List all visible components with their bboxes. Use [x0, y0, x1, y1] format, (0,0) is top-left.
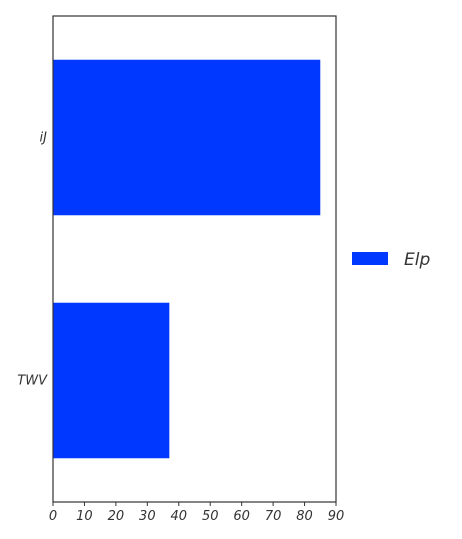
x-tick-label: 70: [265, 509, 282, 524]
x-tick-label: 90: [328, 509, 345, 524]
y-tick-label-twv: TWV: [17, 374, 48, 389]
legend: Elp: [352, 250, 430, 270]
x-tick-label: 30: [139, 509, 156, 524]
x-tick-label: 0: [49, 509, 57, 524]
y-tick-label-ij: iJ: [40, 131, 48, 146]
x-ticks-group: 0 10 20 30 40 50 60 70 80 90: [49, 502, 344, 524]
x-tick-label: 50: [202, 509, 219, 524]
y-tick-labels: iJ TWV: [17, 131, 48, 389]
legend-label-elp: Elp: [404, 250, 430, 270]
legend-swatch-elp: [352, 252, 388, 265]
plot-frame: [52, 15, 337, 503]
bar-twv: [53, 302, 170, 459]
bars-group: [53, 59, 321, 459]
bar-ij: [53, 59, 321, 216]
x-tick-label: 40: [171, 509, 188, 524]
x-tick-label: 10: [76, 509, 93, 524]
x-tick-label: 20: [108, 509, 125, 524]
x-tick-label: 60: [233, 509, 250, 524]
x-tick-label: 80: [296, 509, 313, 524]
